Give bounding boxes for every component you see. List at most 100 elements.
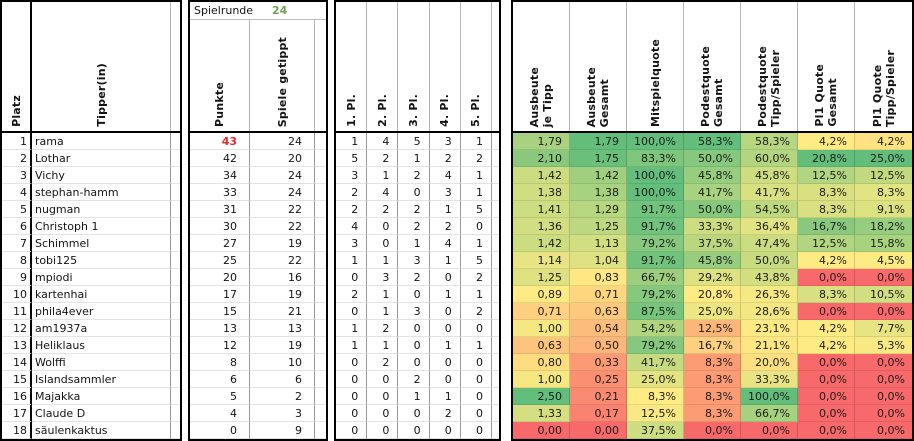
spacer-cell xyxy=(315,371,326,388)
spacer-cell xyxy=(315,201,326,218)
platz1-count-cell: 5 xyxy=(336,150,368,167)
spacer-cell xyxy=(315,405,326,422)
ausbeute-gesamt-cell: 1,04 xyxy=(570,252,627,269)
platz-cell: 14 xyxy=(2,354,32,371)
platz3-count-cell: 1 xyxy=(398,235,430,252)
spacer-cell xyxy=(492,184,499,201)
tipper-name-cell: Vichy xyxy=(32,167,171,184)
spacer-cell xyxy=(171,337,180,354)
pl1-quote-tipp-spieler-header-cell: Pl1 Quote Tipp/Spieler xyxy=(855,2,912,131)
punkte-cell: 8 xyxy=(190,354,250,371)
spiele-getippt-cell: 24 xyxy=(250,167,315,184)
spiele-getippt-cell: 22 xyxy=(250,218,315,235)
ausbeute-je-tipp-cell: 1,00 xyxy=(513,320,570,337)
stats-body: 1,79 1,79 100,0% 58,3% 58,3% 4,2% 4,2% 2,10 1,75… xyxy=(513,133,912,439)
podestquote-gesamt-cell: 0,0% xyxy=(684,422,741,439)
punkte-cell: 20 xyxy=(190,269,250,286)
platz4-count-cell: 0 xyxy=(429,269,461,286)
punkte-cell: 5 xyxy=(190,388,250,405)
platz3-count-cell: 0 xyxy=(398,405,430,422)
mitspielquote-cell: 100,0% xyxy=(627,184,684,201)
mitspielquote-cell: 91,7% xyxy=(627,201,684,218)
platz2-count-cell: 1 xyxy=(367,303,399,320)
platz3-count-cell: 0 xyxy=(398,354,430,371)
podestquote-gesamt-cell: 58,3% xyxy=(684,133,741,150)
mitspielquote-cell: 91,7% xyxy=(627,252,684,269)
punkte-header-cell: Punkte xyxy=(190,20,250,131)
platz-cell: 9 xyxy=(2,269,32,286)
ausbeute-je-tipp-cell: 0,00 xyxy=(513,422,570,439)
spacer-cell xyxy=(492,269,499,286)
podestquote-tipp-spieler-cell: 47,4% xyxy=(741,235,798,252)
platz-cell: 5 xyxy=(2,201,32,218)
pl1-quote-tipp-spieler-cell: 12,5% xyxy=(855,167,912,184)
pl1-quote-tipp-spieler-cell: 0,0% xyxy=(855,269,912,286)
spacer-cell xyxy=(492,201,499,218)
tipper-header-label: Tipper(in) xyxy=(94,63,108,127)
spiele-getippt-cell: 10 xyxy=(250,354,315,371)
pl1-quote-gesamt-cell: 12,5% xyxy=(798,167,855,184)
spiele-getippt-cell: 24 xyxy=(250,133,315,150)
mitspielquote-cell: 100,0% xyxy=(627,167,684,184)
punkte-cell: 25 xyxy=(190,252,250,269)
ausbeute-gesamt-header-cell: Ausbeute Gesamt xyxy=(570,2,627,131)
podestquote-gesamt-cell: 45,8% xyxy=(684,167,741,184)
platz-cell: 8 xyxy=(2,252,32,269)
stats-block: Ausbeute je Tipp Ausbeute Gesamt Mitspielq… xyxy=(511,0,914,441)
punkte-cell: 13 xyxy=(190,320,250,337)
spiele-getippt-cell: 2 xyxy=(250,388,315,405)
platz3-count-cell: 2 xyxy=(398,201,430,218)
platz4-count-cell: 0 xyxy=(429,371,461,388)
ausbeute-gesamt-cell: 1,79 xyxy=(570,133,627,150)
mitspielquote-cell: 91,7% xyxy=(627,218,684,235)
podestquote-gesamt-cell: 16,7% xyxy=(684,337,741,354)
podestquote-tipp-spieler-cell: 36,4% xyxy=(741,218,798,235)
ausbeute-je-tipp-cell: 1,25 xyxy=(513,269,570,286)
spacer-cell xyxy=(492,167,499,184)
spacer-header-cell xyxy=(171,2,180,131)
ausbeute-gesamt-cell: 1,38 xyxy=(570,184,627,201)
punkte-cell: 43 xyxy=(190,133,250,150)
pl1-quote-tipp-spieler-cell: 7,7% xyxy=(855,320,912,337)
platz1-count-cell: 2 xyxy=(336,201,368,218)
spacer-cell xyxy=(171,133,180,150)
mitspielquote-cell: 37,5% xyxy=(627,422,684,439)
spacer-cell xyxy=(315,388,326,405)
podestquote-tipp-spieler-cell: 66,7% xyxy=(741,405,798,422)
spiele-header-label: Spiele getippt xyxy=(275,36,289,127)
platz-cell: 17 xyxy=(2,405,32,422)
platz4-count-cell: 0 xyxy=(429,320,461,337)
spacer-cell xyxy=(171,422,180,439)
spacer-cell xyxy=(315,286,326,303)
pl1-quote-gesamt-cell: 20,8% xyxy=(798,150,855,167)
platz3-count-cell: 5 xyxy=(398,133,430,150)
spacer-cell xyxy=(492,388,499,405)
ausbeute-je-tipp-cell: 1,33 xyxy=(513,405,570,422)
podestquote-tipp-spieler-cell: 50,0% xyxy=(741,252,798,269)
platz1-count-cell: 0 xyxy=(336,371,368,388)
platz5-count-cell: 0 xyxy=(460,388,492,405)
podestquote-tipp-spieler-cell: 33,3% xyxy=(741,371,798,388)
tipper-name-cell: tobi125 xyxy=(32,252,171,269)
platz4-count-cell: 2 xyxy=(429,218,461,235)
platz-cell: 4 xyxy=(2,184,32,201)
platz3-count-cell: 0 xyxy=(398,337,430,354)
podestquote-gesamt-cell: 50,0% xyxy=(684,150,741,167)
pl1-quote-gesamt-cell: 8,3% xyxy=(798,184,855,201)
spacer-cell xyxy=(171,218,180,235)
spacer-cell xyxy=(315,320,326,337)
rank-name-block: Platz Tipper(in) 1 rama 2 Lothar 3 Vichy 4 step… xyxy=(0,0,182,441)
podestquote-gesamt-cell: 20,8% xyxy=(684,286,741,303)
platz4-count-cell: 2 xyxy=(429,150,461,167)
podestquote-gesamt-cell: 8,3% xyxy=(684,354,741,371)
platz5-count-cell: 2 xyxy=(460,150,492,167)
podestquote-gesamt-cell: 8,3% xyxy=(684,371,741,388)
platz2-count-cell: 4 xyxy=(367,184,399,201)
ausbeute-je-tipp-cell: 1,14 xyxy=(513,252,570,269)
punkte-cell: 12 xyxy=(190,337,250,354)
platz1-count-cell: 0 xyxy=(336,354,368,371)
spacer-cell xyxy=(315,269,326,286)
spacer-cell xyxy=(492,371,499,388)
